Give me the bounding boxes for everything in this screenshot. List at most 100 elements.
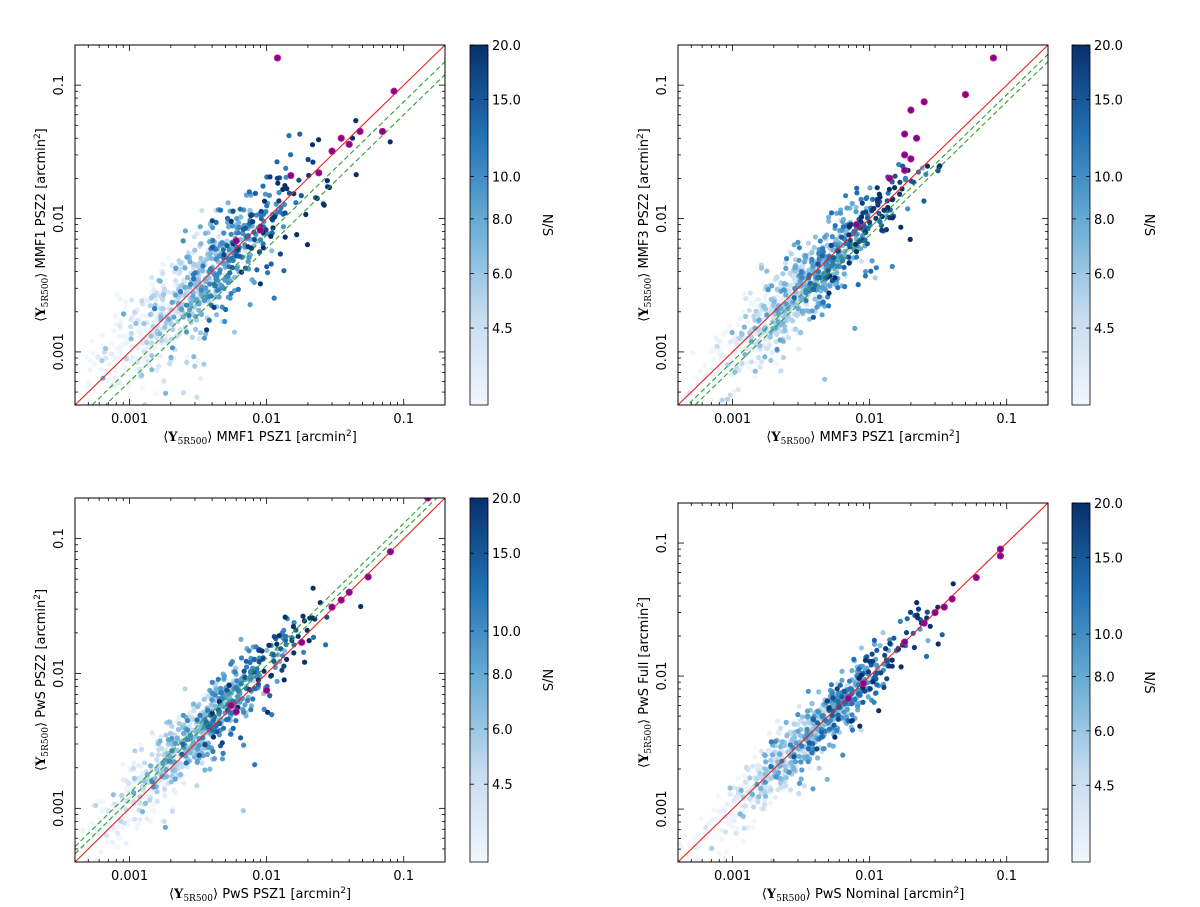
colorbar-tick-label: 8.0 <box>492 668 513 683</box>
data-point <box>189 334 195 340</box>
data-point <box>183 329 190 335</box>
data-point <box>816 765 822 771</box>
colorbar-tick-label: 4.5 <box>1094 779 1115 794</box>
data-point <box>841 271 847 277</box>
data-point <box>131 775 137 781</box>
data-point <box>210 734 217 740</box>
data-point <box>144 771 150 778</box>
data-point <box>762 797 768 803</box>
data-point <box>834 686 840 692</box>
data-point <box>197 712 203 719</box>
data-point <box>820 299 826 305</box>
data-point <box>781 281 787 287</box>
colorbar-tick-label: 4.5 <box>492 322 513 337</box>
data-point <box>819 713 825 719</box>
data-point <box>238 655 245 661</box>
data-point <box>180 314 187 320</box>
data-point <box>849 727 856 733</box>
data-point <box>923 653 930 660</box>
data-point <box>865 694 871 700</box>
data-point <box>824 259 830 265</box>
data-point <box>814 720 821 726</box>
data-point <box>237 206 243 212</box>
data-point <box>241 742 247 748</box>
data-point <box>788 282 794 288</box>
data-point <box>731 389 738 395</box>
highlighted-point <box>273 54 282 62</box>
data-point <box>180 238 186 244</box>
data-point <box>812 292 818 298</box>
data-point <box>731 818 737 824</box>
data-point <box>774 718 781 724</box>
colorbar: 4.5 6.0 8.0 10.0 15.0 20.0 N/S <box>1071 497 1156 863</box>
data-point <box>750 763 756 769</box>
data-point <box>301 649 307 655</box>
highlighted-point <box>364 573 372 581</box>
data-point <box>828 242 834 248</box>
data-point <box>95 829 101 836</box>
data-point <box>240 808 246 814</box>
data-point <box>889 263 895 270</box>
data-point <box>198 287 204 293</box>
data-point <box>760 806 766 812</box>
data-point <box>713 335 719 341</box>
data-point <box>120 762 126 768</box>
colorbar-tick-label: 8.0 <box>492 213 513 228</box>
data-point <box>265 709 271 715</box>
data-point <box>796 780 803 787</box>
data-point <box>226 251 232 257</box>
data-point <box>747 796 753 802</box>
data-point <box>816 294 823 300</box>
data-point <box>874 682 880 688</box>
data-point <box>837 682 843 688</box>
data-point <box>307 615 313 621</box>
data-point <box>809 750 815 756</box>
data-point <box>864 241 871 247</box>
colorbar-tick-label: 8.0 <box>1094 670 1115 685</box>
data-point <box>262 198 268 204</box>
colorbar-label: N/S <box>1141 214 1156 236</box>
data-point <box>169 345 176 351</box>
data-point <box>117 348 123 354</box>
x-tick-label: 0.01 <box>855 412 884 427</box>
data-point <box>778 368 784 374</box>
data-point <box>61 400 66 405</box>
data-point <box>180 741 186 747</box>
data-point <box>889 663 895 669</box>
data-point <box>819 285 825 291</box>
data-point <box>764 312 770 318</box>
data-point <box>226 682 232 688</box>
data-point <box>251 229 257 235</box>
data-point <box>814 304 820 310</box>
data-point <box>178 771 184 778</box>
data-point <box>852 696 858 703</box>
data-point <box>182 686 188 692</box>
data-point <box>723 328 729 334</box>
data-point <box>268 233 274 239</box>
data-point <box>169 735 175 742</box>
data-point <box>353 172 359 178</box>
colorbar-tick-label: 6.0 <box>492 267 513 282</box>
data-point <box>727 791 733 797</box>
data-point <box>158 314 164 320</box>
highlighted-point <box>390 87 398 95</box>
data-point <box>849 200 855 207</box>
data-point <box>911 644 918 651</box>
data-point <box>203 285 209 291</box>
data-point <box>812 234 819 240</box>
data-point <box>144 816 150 822</box>
data-point <box>755 799 761 805</box>
data-point <box>154 789 160 795</box>
data-point <box>238 735 244 741</box>
highlighted-point <box>907 155 915 163</box>
data-point <box>97 379 103 386</box>
data-point <box>822 717 829 724</box>
data-point <box>242 248 248 254</box>
data-point <box>826 705 832 711</box>
data-point <box>868 268 874 274</box>
data-point <box>877 194 883 200</box>
data-point <box>722 855 728 862</box>
data-point <box>782 327 788 333</box>
data-point <box>109 341 115 347</box>
data-point <box>796 257 802 263</box>
